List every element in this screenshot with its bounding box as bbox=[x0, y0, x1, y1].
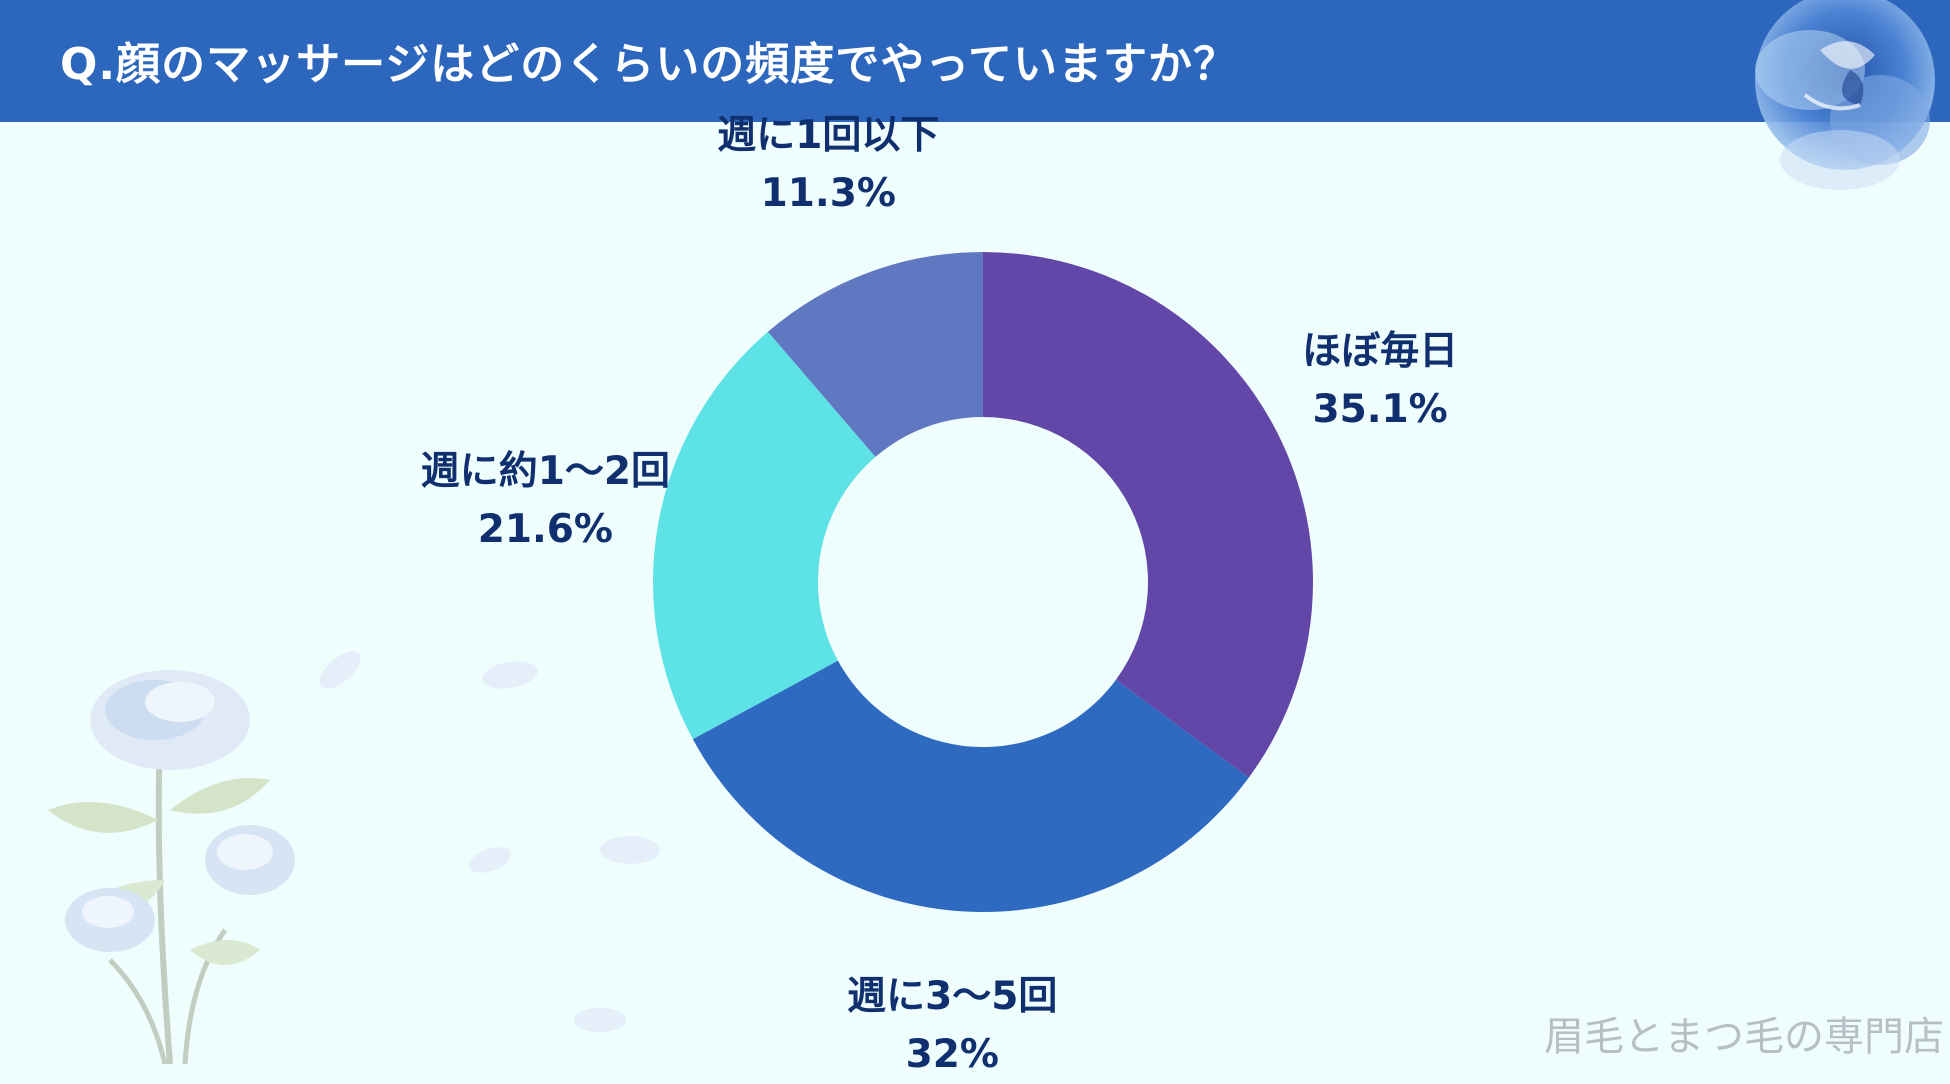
blue-rose-decoration-icon bbox=[1755, 0, 1935, 190]
watermark: 眉毛とまつ毛の専門店 bbox=[1544, 1014, 1944, 1060]
donut-slice bbox=[652, 331, 876, 740]
white-roses-decoration-icon bbox=[48, 651, 660, 1064]
slice-label: 週に1回以下 11.3% bbox=[717, 107, 939, 223]
slice-label: ほぼ毎日 35.1% bbox=[1302, 323, 1458, 439]
slice-label: 週に約1～2回 21.6% bbox=[421, 443, 670, 559]
slice-value: 35.1% bbox=[1312, 387, 1448, 433]
donut-slice bbox=[767, 252, 983, 457]
donut-slice bbox=[692, 660, 1249, 912]
slice-category: 週に3～5回 bbox=[847, 973, 1058, 1019]
slice-category: ほぼ毎日 bbox=[1302, 329, 1459, 375]
slice-label: 週に3～5回 32% bbox=[847, 968, 1057, 1084]
slice-category: 週に1回以下 bbox=[717, 112, 940, 158]
slice-value: 32% bbox=[905, 1031, 999, 1077]
donut-slice bbox=[983, 252, 1313, 778]
page-title: Q.顔のマッサージはどのくらいの頻度でやっていますか？ bbox=[60, 39, 1239, 90]
slice-value: 11.3% bbox=[760, 170, 896, 216]
slice-value: 21.6% bbox=[477, 507, 614, 553]
header-bar: Q.顔のマッサージはどのくらいの頻度でやっていますか？ bbox=[0, 0, 1950, 122]
slice-category: 週に約1～2回 bbox=[420, 449, 670, 495]
